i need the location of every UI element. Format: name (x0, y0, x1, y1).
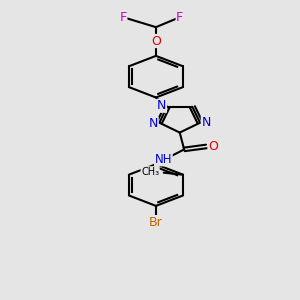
Text: CH₃: CH₃ (141, 167, 159, 177)
Text: F: F (176, 11, 183, 24)
Text: N: N (201, 116, 211, 129)
Text: O: O (208, 140, 218, 153)
Text: NH: NH (154, 153, 172, 166)
Text: Br: Br (149, 216, 163, 229)
Text: O: O (151, 34, 161, 47)
Text: N: N (149, 117, 158, 130)
Text: N: N (157, 99, 167, 112)
Text: F: F (120, 11, 127, 24)
